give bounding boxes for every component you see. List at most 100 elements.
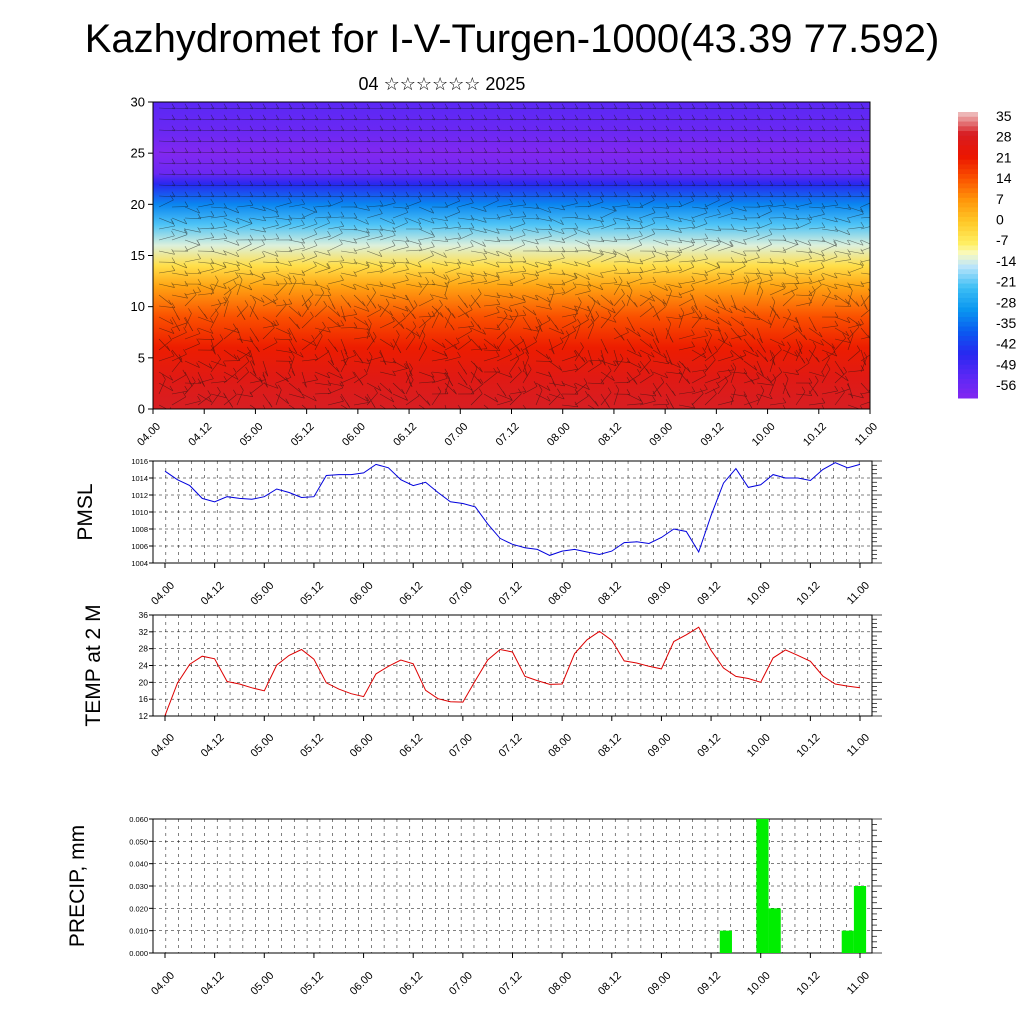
- wind-barb: [821, 357, 830, 373]
- wind-barb: [431, 272, 447, 280]
- wind-barb: [613, 260, 630, 263]
- wind-barb: [548, 129, 565, 132]
- wind-barb: [652, 129, 669, 132]
- wind-barb: [444, 404, 447, 409]
- wind-barb: [210, 118, 227, 121]
- wind-barb-flag: [379, 261, 383, 267]
- colorbar-label: -49: [996, 356, 1016, 372]
- wind-barb-flag: [431, 267, 436, 273]
- wind-barb: [392, 151, 409, 154]
- wind-barb-flag: [524, 371, 528, 377]
- wind-barb: [340, 357, 349, 373]
- wind-barb: [418, 298, 434, 307]
- wind-barb-flag: [550, 285, 555, 292]
- wind-barb-flag: [729, 307, 733, 314]
- wind-barb-flag: [366, 324, 371, 330]
- wind-barb-flag: [600, 221, 605, 227]
- wind-barb-flag: [768, 206, 772, 212]
- wind-barb: [834, 151, 851, 154]
- wind-barb-flag: [649, 343, 653, 349]
- wind-barb: [808, 151, 825, 154]
- wind-barb: [379, 162, 396, 165]
- wind-barb: [327, 195, 344, 198]
- wind-barb: [587, 162, 604, 165]
- wind-barb-flag: [390, 396, 395, 403]
- wind-barb: [366, 228, 383, 231]
- wind-barb: [795, 184, 812, 187]
- wind-barb-flag: [404, 207, 409, 213]
- wind-barb-flag: [794, 273, 799, 279]
- wind-barb-flag: [368, 351, 373, 358]
- wind-barb: [704, 316, 720, 325]
- wind-barb: [860, 162, 870, 164]
- wind-barb: [431, 118, 448, 121]
- wind-barb-flag: [607, 387, 612, 393]
- colorbar-swatch: [958, 250, 978, 256]
- wind-barb: [860, 129, 870, 131]
- wind-barb-flag: [233, 354, 238, 360]
- wind-barb-flag: [860, 221, 865, 228]
- wind-barb: [535, 140, 552, 143]
- wind-barb: [704, 213, 721, 219]
- g-precip-tick-label: 09.00: [646, 970, 674, 998]
- wind-barb: [535, 390, 543, 406]
- wind-barb: [756, 173, 773, 176]
- y-tick-label: 36: [139, 610, 149, 620]
- wind-barb: [600, 349, 606, 366]
- wind-barb-flag: [235, 207, 240, 214]
- wind-barb: [834, 316, 851, 323]
- wind-barb: [288, 272, 305, 276]
- wind-barb: [171, 234, 188, 241]
- wind-barb-flag: [508, 306, 513, 312]
- wind-barb-flag: [430, 293, 434, 300]
- wind-barb: [769, 129, 786, 132]
- wind-barb: [418, 404, 426, 409]
- wind-barb: [652, 118, 669, 121]
- wind-barb: [834, 337, 846, 351]
- y-axis-label: TEMP at 2 M: [82, 604, 105, 726]
- wind-barb: [236, 305, 249, 318]
- colorbar-swatch: [958, 126, 978, 132]
- wind-barb-flag: [704, 253, 708, 259]
- wind-barb: [860, 336, 870, 340]
- wind-barb-flag: [713, 388, 717, 394]
- wind-barb: [509, 107, 526, 110]
- wind-barb-flag: [197, 268, 202, 275]
- wind-barb-flag: [565, 330, 570, 336]
- wind-barb-flag: [874, 386, 877, 391]
- wind-barb-flag: [637, 363, 642, 369]
- wind-barb: [184, 129, 201, 132]
- wind-barb: [613, 195, 630, 198]
- wind-barb-flag: [327, 230, 331, 237]
- wind-barb-flag: [313, 251, 318, 257]
- wind-barb: [405, 327, 420, 337]
- wind-barb: [236, 361, 250, 373]
- wind-barb-flag: [352, 284, 357, 290]
- wind-barb: [509, 234, 526, 241]
- wind-barb: [340, 349, 347, 366]
- wind-barb: [678, 195, 695, 198]
- wind-barb-flag: [678, 227, 682, 233]
- wind-barb: [613, 283, 630, 287]
- wind-barb: [496, 336, 506, 351]
- wind-barb-flag: [493, 343, 497, 349]
- wind-barb-flag: [405, 203, 410, 209]
- wind-barb: [535, 184, 552, 187]
- wind-barb-flag: [346, 402, 350, 408]
- wind-barb-flag: [365, 262, 370, 268]
- wind-barb: [600, 269, 617, 274]
- wind-barb: [184, 400, 201, 406]
- wind-barb: [301, 184, 318, 187]
- wind-barb: [158, 195, 175, 198]
- wind-barb: [262, 140, 279, 143]
- wind-barb: [314, 371, 330, 379]
- wind-barb: [652, 173, 669, 176]
- wind-barb-flag: [271, 322, 275, 328]
- wind-barb: [418, 346, 428, 362]
- wind-barb: [522, 162, 539, 165]
- wind-barb-flag: [353, 322, 358, 328]
- wind-barb: [262, 404, 266, 409]
- wind-barb: [301, 404, 308, 409]
- wind-barb: [561, 404, 578, 408]
- wind-barb: [275, 250, 292, 253]
